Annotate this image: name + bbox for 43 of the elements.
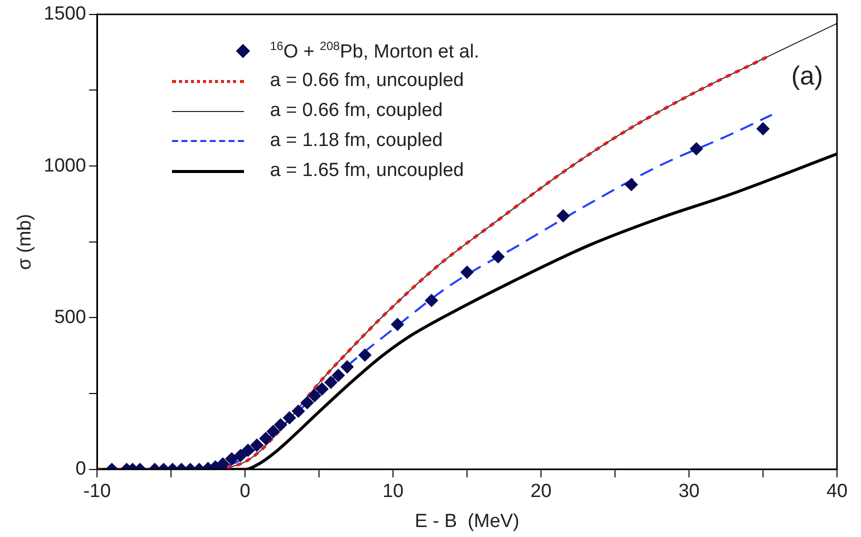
point [690,142,703,156]
point [492,250,505,264]
legend-label: a = 1.18 fm, coupled [270,130,443,152]
point [316,382,329,396]
point [234,448,248,462]
x-axis-title: E - B (MeV) [414,510,520,532]
point [556,209,570,222]
legend-label: a = 0.66 fm, uncoupled [270,70,464,92]
x-tick-label: 30 [678,481,700,502]
y-tick-label: 0 [75,458,86,480]
point [460,266,474,279]
legend-label: $^{16}$O + $^{208}$Pb, Morton et al. [270,38,480,64]
point [340,360,354,374]
point [292,404,305,418]
x-tick-label: 10 [382,481,404,502]
point [274,418,288,432]
point [358,348,372,362]
x-tick-label: 40 [826,481,848,502]
point [308,389,322,402]
x-tick-label: 0 [240,481,250,502]
point [332,368,345,382]
y-tick-label: 1500 [44,4,86,25]
point [250,438,264,452]
point [756,122,770,136]
y-axis-title: σ (mb) [14,214,36,270]
point [216,457,230,470]
x-tick-label: -10 [83,481,111,502]
annotation: (a) [791,60,823,91]
point [300,396,314,410]
point [390,318,404,331]
point [266,424,280,438]
y-tick-label: 500 [54,306,86,328]
legend-label: a = 1.65 fm, uncoupled [270,160,464,182]
point [242,444,255,457]
legend-label: a = 0.66 fm, coupled [270,100,443,122]
point [225,452,238,466]
point [259,432,272,445]
y-tick-label: 1000 [44,155,86,176]
point [425,294,438,307]
point [282,411,296,424]
x-tick-label: 20 [530,481,552,502]
point [624,178,638,192]
point [324,376,338,389]
